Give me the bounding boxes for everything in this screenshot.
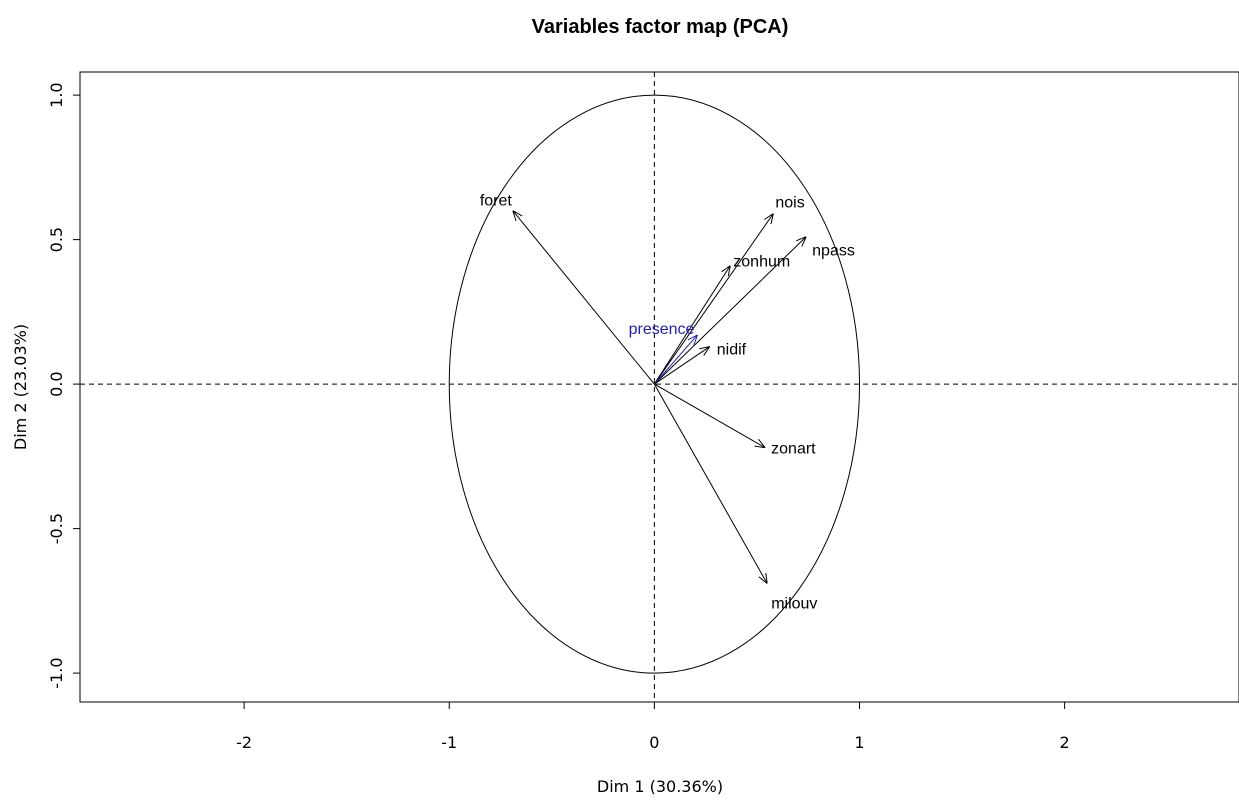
vector-label-zonart: zonart <box>771 441 816 458</box>
x-tick-label: 0 <box>649 733 659 752</box>
variable-vectors: foret nois npass zonhum presence nidif zonart m… <box>480 193 855 613</box>
vector-arrow-milouv <box>653 383 767 583</box>
y-tick-label: -1.0 <box>47 657 66 688</box>
x-tick-label: 2 <box>1060 733 1070 752</box>
vector-label-milouv: milouv <box>771 596 817 613</box>
x-axis-label: Dim 1 (30.36%) <box>597 777 723 796</box>
chart-title: Variables factor map (PCA) <box>532 16 789 38</box>
vector-label-zonhum: zonhum <box>733 254 790 271</box>
vector-label-nidif: nidif <box>717 342 747 359</box>
correlation-circle <box>448 94 861 674</box>
vector-arrow-presence <box>653 335 697 385</box>
plot-frame <box>79 71 1239 703</box>
x-tick-label: -1 <box>441 733 457 752</box>
y-tick-label: 0.5 <box>47 227 66 252</box>
vector-label-nois: nois <box>775 195 804 212</box>
vector-label-presence: presence <box>629 321 695 338</box>
vector-arrow-npass <box>654 237 806 385</box>
y-axis: -1.0 -0.5 0.0 0.5 1.0 <box>47 82 80 689</box>
y-tick-label: 1.0 <box>47 82 66 107</box>
vector-label-npass: npass <box>812 243 855 260</box>
vector-arrow-nois <box>653 214 773 385</box>
reference-lines <box>80 72 1239 702</box>
x-axis: -2 -1 0 1 2 <box>236 702 1070 752</box>
y-axis-label: Dim 2 (23.03%) <box>11 324 30 450</box>
vector-arrow-foret <box>513 211 655 385</box>
correlation-circle-layer <box>448 94 861 674</box>
vector-arrow-zonart <box>654 383 765 448</box>
y-tick-label: -0.5 <box>47 513 66 544</box>
x-tick-label: -2 <box>236 733 252 752</box>
x-tick-label: 1 <box>854 733 864 752</box>
vector-arrow-nidif <box>654 347 709 385</box>
vector-arrow-zonhum <box>653 266 730 385</box>
y-tick-label: 0.0 <box>47 371 66 396</box>
vector-label-foret: foret <box>480 193 513 210</box>
